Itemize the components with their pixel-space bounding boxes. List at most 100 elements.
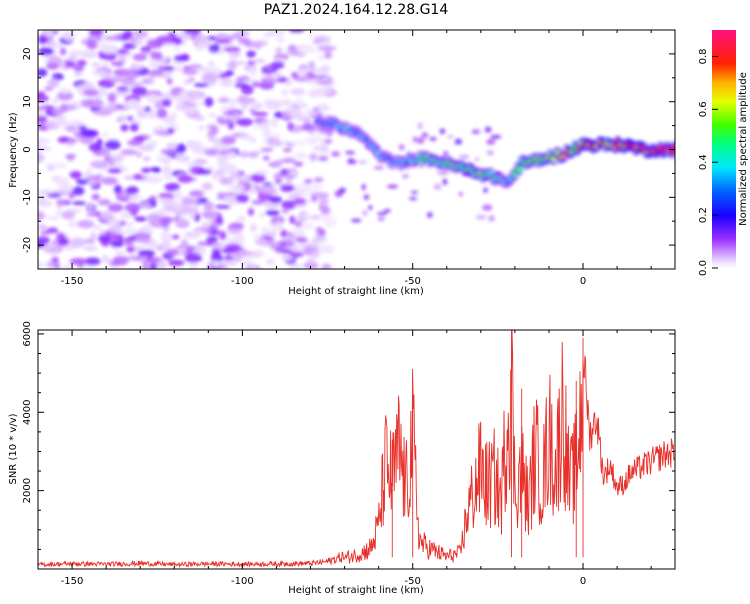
noise-blob bbox=[267, 229, 278, 238]
noise-blob bbox=[263, 103, 275, 109]
noise-blob bbox=[208, 43, 221, 53]
noise-blob bbox=[150, 51, 158, 60]
noise-blob bbox=[157, 64, 165, 75]
noise-blob bbox=[88, 142, 103, 152]
noise-blob bbox=[253, 124, 270, 129]
colorbar-gradient bbox=[712, 30, 736, 268]
noise-blob bbox=[482, 204, 493, 211]
noise-blob bbox=[38, 152, 43, 163]
noise-blob bbox=[232, 112, 240, 119]
noise-blob bbox=[126, 115, 134, 122]
y-tick-label: -20 bbox=[22, 237, 33, 253]
noise-blob bbox=[116, 86, 130, 91]
noise-blob bbox=[149, 262, 158, 269]
noise-blob bbox=[281, 157, 296, 164]
noise-blob bbox=[311, 239, 320, 248]
noise-blob bbox=[195, 44, 205, 51]
noise-blob bbox=[127, 37, 138, 42]
y-tick-label: -10 bbox=[22, 189, 33, 205]
noise-blob bbox=[86, 211, 97, 217]
noise-blob bbox=[67, 119, 86, 127]
noise-blob bbox=[326, 84, 335, 89]
noise-blob bbox=[246, 50, 256, 58]
colorbar-ticks: 0.0 0.2 0.4 0.6 0.8 bbox=[698, 48, 718, 276]
noise-blob bbox=[262, 132, 273, 138]
noise-blob bbox=[48, 78, 60, 88]
noise-blob bbox=[208, 60, 215, 67]
noise-blob bbox=[250, 173, 266, 183]
noise-blob bbox=[458, 192, 464, 197]
noise-blob bbox=[270, 215, 285, 225]
noise-blob bbox=[147, 241, 158, 250]
noise-blob bbox=[203, 201, 214, 211]
noise-blob bbox=[321, 263, 332, 269]
noise-blob bbox=[120, 124, 129, 132]
noise-blob bbox=[97, 198, 111, 206]
noise-blob bbox=[412, 136, 418, 143]
noise-blob bbox=[197, 66, 210, 74]
noise-blob bbox=[44, 86, 54, 92]
noise-blob bbox=[107, 168, 122, 174]
noise-blob bbox=[38, 262, 44, 268]
snr-series-line bbox=[38, 330, 675, 569]
noise-blob bbox=[312, 67, 325, 76]
noise-blob bbox=[293, 161, 304, 167]
noise-blob bbox=[236, 250, 253, 257]
noise-blob bbox=[286, 231, 294, 239]
noise-blob bbox=[143, 156, 151, 162]
noise-blob bbox=[38, 224, 48, 230]
noise-blob bbox=[61, 104, 77, 111]
y-tick-label: 0 bbox=[22, 146, 33, 152]
noise-blob bbox=[45, 30, 53, 38]
colorbar-tick-label: 0.6 bbox=[698, 101, 709, 117]
noise-blob bbox=[69, 170, 83, 179]
noise-blob bbox=[120, 211, 132, 219]
noise-blob bbox=[91, 70, 110, 77]
noise-blob bbox=[67, 138, 78, 144]
snr-panel: -150 -100 -50 0 2000 4000 6000 Height of stra… bbox=[8, 321, 676, 596]
noise-blob bbox=[38, 94, 50, 102]
noise-blob bbox=[143, 106, 151, 112]
noise-blob bbox=[416, 137, 425, 145]
noise-blob bbox=[338, 187, 346, 194]
noise-blob bbox=[218, 72, 231, 79]
noise-blob bbox=[474, 157, 480, 162]
noise-blob bbox=[84, 238, 96, 245]
noise-blob bbox=[194, 34, 210, 45]
noise-blob bbox=[42, 243, 59, 248]
noise-blob bbox=[133, 30, 149, 39]
noise-blob bbox=[290, 88, 306, 96]
noise-blob bbox=[146, 213, 163, 222]
noise-blob bbox=[313, 185, 322, 193]
noise-blob bbox=[166, 142, 179, 149]
noise-blob bbox=[101, 147, 111, 158]
figure-title: PAZ1.2024.164.12.28.G14 bbox=[264, 2, 449, 18]
noise-blob bbox=[55, 115, 68, 121]
noise-blob bbox=[88, 30, 104, 37]
noise-blob bbox=[325, 220, 336, 229]
noise-blob bbox=[236, 215, 246, 224]
noise-blob bbox=[138, 249, 156, 257]
noise-blob bbox=[128, 196, 138, 202]
noise-blob bbox=[54, 209, 63, 215]
noise-blob bbox=[287, 122, 295, 131]
noise-blob bbox=[253, 234, 263, 239]
noise-blob bbox=[229, 98, 236, 109]
noise-blob bbox=[59, 47, 67, 56]
snr-frame bbox=[37, 329, 676, 570]
noise-blob bbox=[56, 91, 74, 101]
noise-blob bbox=[105, 103, 115, 110]
noise-blob bbox=[57, 88, 73, 94]
noise-blob bbox=[410, 190, 419, 194]
noise-blob bbox=[133, 135, 147, 142]
noise-blob bbox=[316, 55, 326, 60]
noise-blob bbox=[107, 203, 124, 213]
noise-blob bbox=[132, 53, 147, 62]
noise-blob bbox=[76, 84, 85, 94]
noise-blob bbox=[310, 74, 327, 80]
noise-blob bbox=[141, 262, 149, 269]
noise-blob bbox=[398, 144, 405, 151]
noise-blob bbox=[86, 178, 99, 186]
noise-blob bbox=[275, 247, 284, 252]
